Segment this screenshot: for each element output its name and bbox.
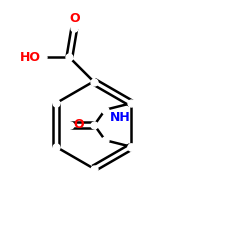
Text: NH: NH — [110, 111, 131, 124]
Text: O: O — [69, 12, 80, 25]
Text: HO: HO — [20, 51, 40, 64]
Text: O: O — [74, 118, 84, 132]
